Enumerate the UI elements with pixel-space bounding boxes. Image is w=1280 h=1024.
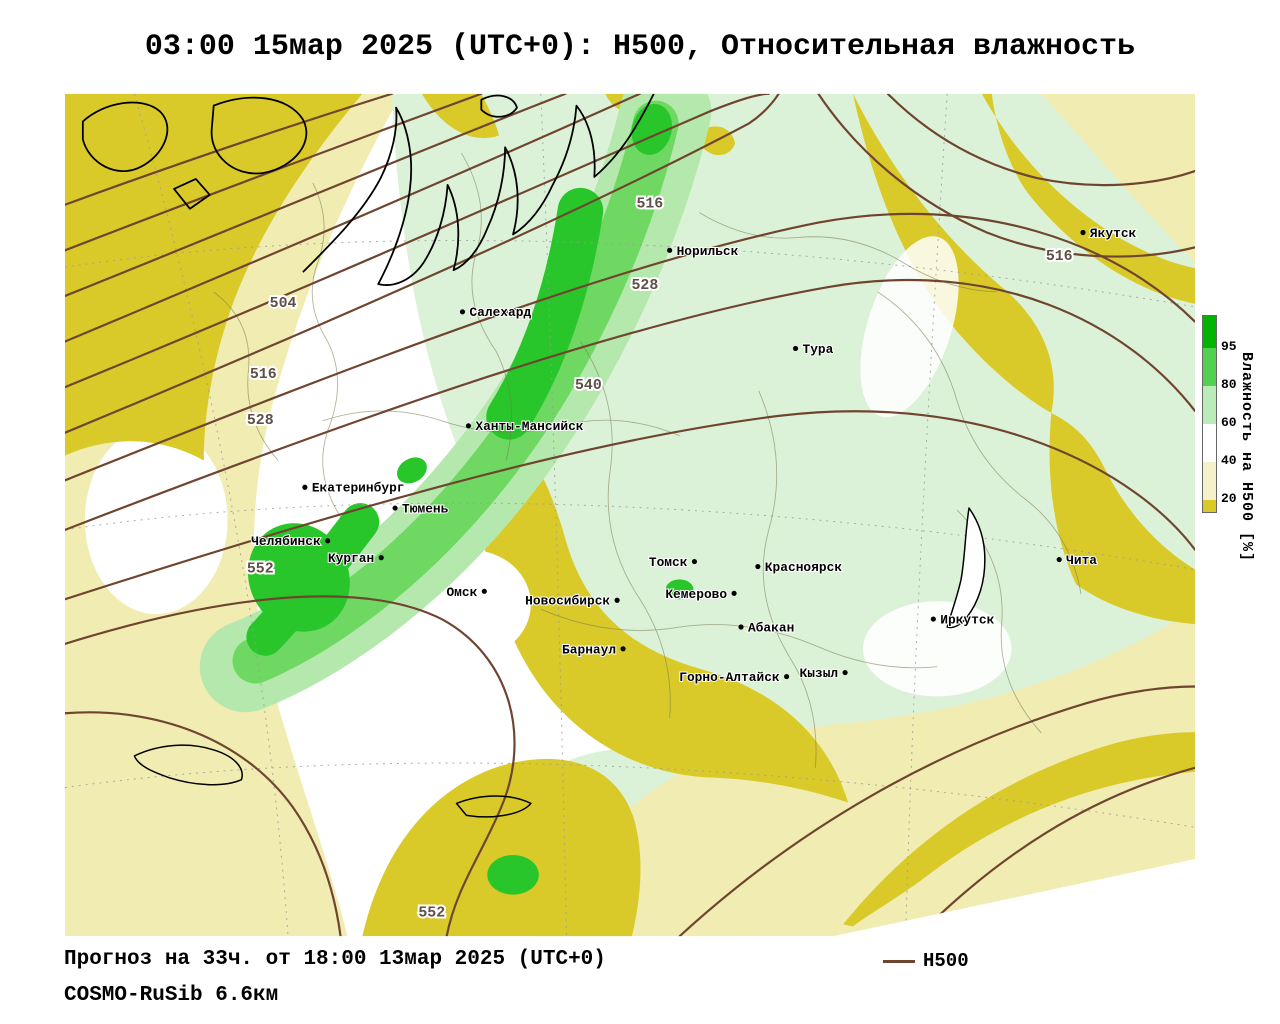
colorbar-tick-label: 40 — [1221, 453, 1237, 468]
h500-contour-lines — [65, 93, 1195, 937]
colorbar-tick-label: 80 — [1221, 377, 1237, 392]
city-marker — [325, 538, 331, 544]
colorbar-tick-label: 60 — [1221, 415, 1237, 430]
contour-label: 516 — [250, 367, 277, 383]
strong-yellow-regions — [65, 93, 1195, 937]
city-marker — [784, 673, 790, 680]
city-marker — [930, 616, 936, 622]
city-marker — [1056, 557, 1062, 563]
city-label: Новосибирск — [525, 594, 610, 609]
page-title: 03:00 15мар 2025 (UTC+0): H500, Относите… — [144, 30, 1136, 64]
lakes — [133, 507, 986, 818]
h500-line-sample — [883, 959, 915, 963]
city-label: Чита — [1066, 553, 1097, 568]
colorbar-ticks: 95 80 60 40 20 — [1221, 315, 1261, 515]
city-marker — [620, 646, 626, 652]
coastline — [81, 93, 655, 286]
colorbar-segment — [1203, 424, 1216, 462]
city-marker — [378, 555, 384, 561]
city-marker — [392, 505, 398, 511]
city-markers: Норильск Якутск Салехард Тура Ханты-Мансийск… — [250, 225, 1137, 686]
city-label: Кызыл — [800, 666, 839, 681]
colorbar-segment — [1203, 348, 1216, 386]
city-label: Екатеринбург — [312, 481, 405, 496]
map-svg: 504 516 528 516 528 540 552 516 552 Норильск Якут… — [65, 93, 1195, 937]
lake-baikal — [946, 507, 986, 629]
contour-label: 528 — [631, 278, 658, 294]
city-marker — [667, 247, 673, 253]
contour-labels: 504 516 528 516 528 540 552 516 552 — [245, 195, 1075, 924]
humidity-colorbar — [1202, 315, 1217, 513]
city-label: Омск — [446, 585, 477, 600]
city-label: Красноярск — [765, 560, 843, 575]
city-marker — [1080, 229, 1086, 236]
city-marker — [481, 588, 487, 594]
city-marker — [738, 624, 744, 630]
footer-model-line: COSMO-RuSib 6.6км — [64, 984, 279, 1007]
contour-label: 552 — [247, 561, 274, 577]
contour-label: 552 — [418, 905, 445, 921]
city-label: Салехард — [469, 305, 531, 320]
weather-map: 504 516 528 516 528 540 552 516 552 Норильск Якут… — [65, 90, 1195, 940]
city-marker — [302, 484, 308, 490]
city-marker — [465, 423, 472, 429]
h500-legend-label: H500 — [923, 950, 969, 972]
white-patch — [84, 425, 228, 615]
city-label: Абакан — [748, 620, 794, 635]
contour-label: 528 — [247, 413, 274, 429]
contour-label: 516 — [1046, 249, 1073, 265]
city-label: Кемерово — [665, 587, 727, 602]
colorbar-segment — [1203, 500, 1216, 512]
admin-boundaries — [213, 152, 1082, 768]
city-label: Челябинск — [251, 534, 321, 549]
lake-zaysan — [455, 795, 532, 818]
colorbar-tick-label: 20 — [1221, 491, 1237, 506]
city-marker — [614, 597, 620, 603]
city-marker — [842, 670, 848, 676]
colorbar-title: Влажность на H500 [%] — [1238, 352, 1255, 563]
h500-legend: H500 — [883, 950, 969, 974]
city-marker — [755, 563, 761, 570]
city-marker — [792, 345, 799, 352]
city-marker — [459, 309, 466, 315]
colorbar-tick-label: 95 — [1221, 339, 1237, 354]
footer-forecast-line: Прогноз на 33ч. от 18:00 13мар 2025 (UTC… — [64, 948, 606, 971]
lake-balkhash — [133, 744, 243, 786]
city-label: Иркутск — [940, 613, 994, 628]
city-label: Томск — [649, 555, 688, 570]
colorbar-segment — [1203, 462, 1216, 500]
contour-label: 540 — [575, 378, 602, 394]
city-marker — [691, 559, 698, 565]
city-label: Ханты-Мансийск — [475, 419, 583, 434]
city-marker — [731, 590, 737, 596]
city-label: Норильск — [677, 244, 739, 259]
city-label: Тура — [802, 342, 833, 357]
city-label: Горно-Алтайск — [679, 670, 780, 685]
colorbar-segment — [1203, 386, 1216, 424]
city-label: Тюмень — [402, 502, 449, 517]
graticule — [65, 93, 1195, 937]
pale-yellow-overlays — [530, 93, 1195, 937]
city-label: Курган — [328, 551, 374, 566]
contour-label: 504 — [270, 296, 297, 312]
city-label: Якутск — [1090, 226, 1137, 241]
colorbar-segment — [1203, 316, 1216, 348]
contour-label: 516 — [636, 197, 663, 213]
white-patch — [862, 601, 1012, 697]
city-label: Барнаул — [562, 642, 616, 657]
